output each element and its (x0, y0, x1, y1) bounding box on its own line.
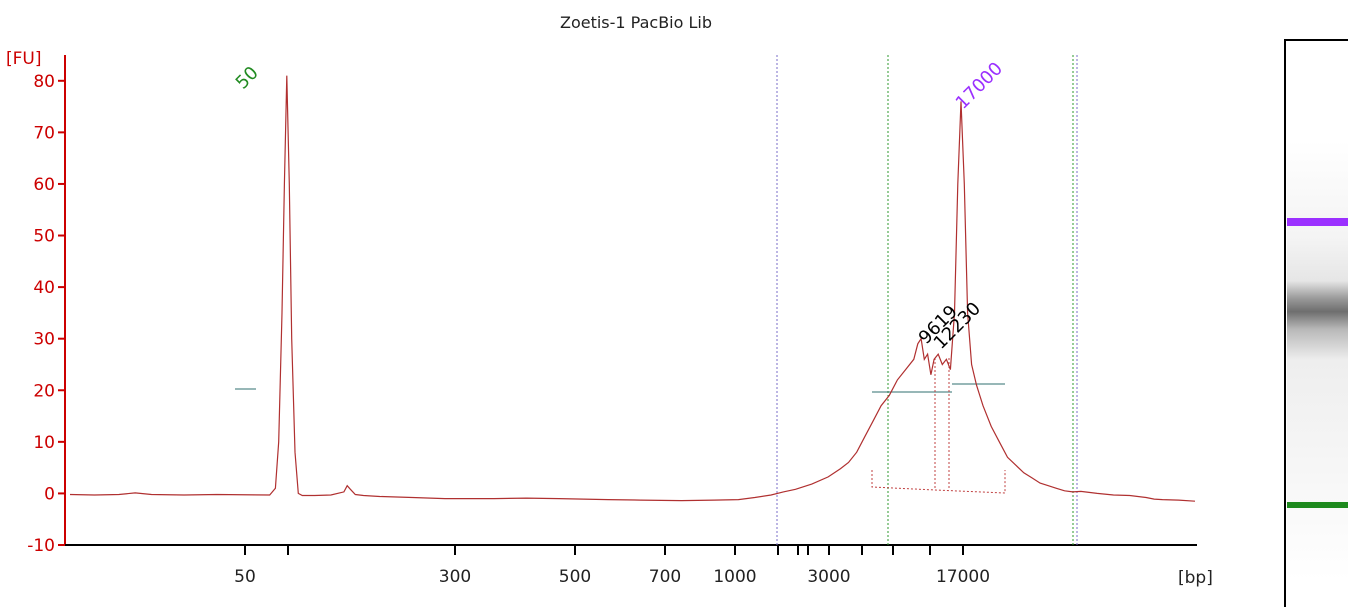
peak-label-17000: 17000 (952, 58, 1007, 113)
y-tick-label: 70 (33, 123, 55, 143)
x-tick-label: 1000 (713, 567, 756, 587)
x-tick-label: 500 (559, 567, 591, 587)
y-tick-label: -10 (27, 536, 55, 556)
chart-title: Zoetis-1 PacBio Lib (560, 13, 712, 32)
peak-label-50: 50 (232, 62, 263, 93)
x-ticks: 50 300 500 700 1000 3000 17000 (234, 545, 990, 587)
x-tick-label: 300 (439, 567, 471, 587)
x-tick-label: 3000 (807, 567, 850, 587)
y-tick-label: 10 (33, 433, 55, 453)
y-tick-label: 20 (33, 381, 55, 401)
y-tick-label: 80 (33, 72, 55, 92)
y-tick-label: 30 (33, 330, 55, 350)
gel-lane-smear (1287, 140, 1348, 580)
gel-band-lower-marker (1287, 502, 1348, 508)
y-tick-label: 50 (33, 227, 55, 247)
smear-region-outline (871, 470, 1006, 494)
y-axis-unit: [FU] (6, 49, 42, 69)
x-tick-label: 700 (649, 567, 681, 587)
y-tick-label: 0 (44, 484, 55, 504)
x-axis-unit: [bp] (1178, 568, 1213, 588)
signal-trace (69, 75, 1196, 502)
x-tick-label: 17000 (936, 567, 990, 587)
y-tick-label: 40 (33, 278, 55, 298)
x-tick-label: 50 (234, 567, 256, 587)
y-tick-label: 60 (33, 175, 55, 195)
gel-band-upper-marker (1287, 218, 1348, 226)
y-ticks: -10 0 10 20 30 40 50 60 70 80 (27, 72, 65, 556)
